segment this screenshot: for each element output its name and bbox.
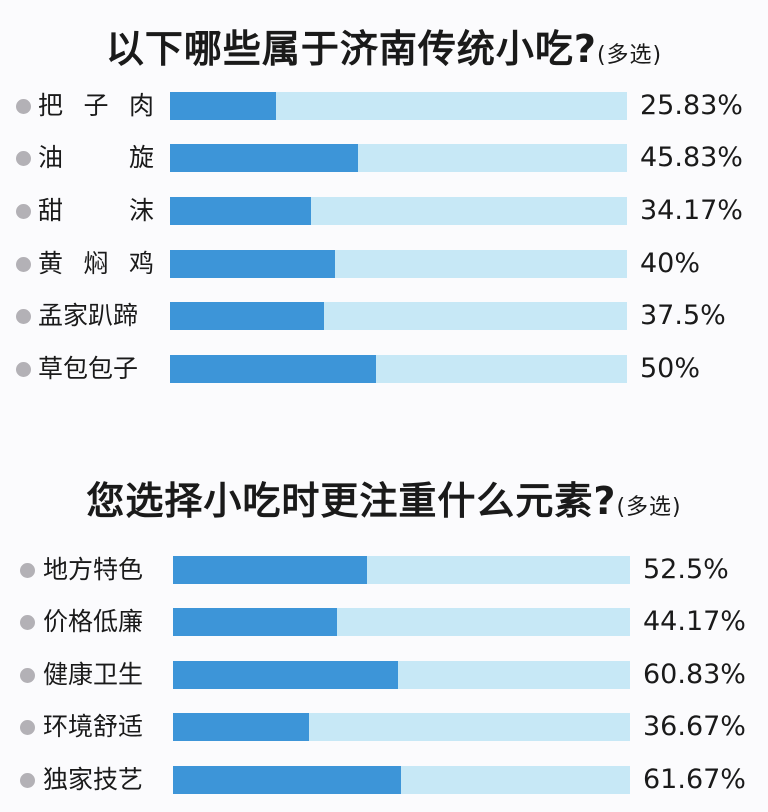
bar-track [170, 92, 627, 120]
bar-fill [170, 144, 359, 172]
bar-label: 孟家趴蹄 [38, 299, 154, 333]
bar-row: 草包包子 50% [0, 352, 768, 386]
bullet-dot-icon [16, 204, 31, 219]
bullet-dot-icon [20, 773, 35, 788]
bullet-dot-icon [16, 151, 31, 166]
bar-label-part: 肉 [128, 91, 154, 120]
bar-row: 独家技艺 61.67% [0, 763, 768, 797]
bar-label-part: 草包包子 [38, 354, 139, 383]
bar-label-text: 环境舒适 [43, 712, 144, 741]
bar-label-part: 甜 [38, 196, 64, 225]
bar-fill [173, 608, 337, 636]
bar-value: 37.5% [640, 300, 726, 331]
bar-label: 甜沫 [38, 194, 154, 228]
bar-label: 环境舒适 [43, 710, 159, 744]
bar-row: 黄焖鸡 40% [0, 247, 768, 281]
bar-value: 50% [640, 353, 701, 384]
bar-value: 52.5% [643, 554, 729, 585]
bar-value: 61.67% [643, 764, 746, 795]
bar-track [173, 713, 630, 741]
bullet-dot-icon [20, 615, 35, 630]
bar-track [173, 766, 630, 794]
bar-row: 甜沫 34.17% [0, 194, 768, 228]
bar-label-part: 黄 [38, 249, 64, 278]
bar-track [170, 355, 627, 383]
bar-label: 价格低廉 [43, 605, 159, 639]
bar-track [173, 661, 630, 689]
bar-label-part: 油 [38, 143, 64, 172]
bar-fill [170, 250, 335, 278]
bar-row: 孟家趴蹄 37.5% [0, 299, 768, 333]
bar-row: 把子肉 25.83% [0, 89, 768, 123]
chart-title-1-subtitle: (多选) [596, 43, 663, 68]
bar-label: 草包包子 [38, 352, 154, 386]
bar-row: 价格低廉 44.17% [0, 605, 768, 639]
bar-label-part: 焖 [83, 249, 109, 278]
bar-track [173, 608, 630, 636]
bar-value: 25.83% [640, 90, 743, 121]
bar-label-part: 沫 [128, 196, 154, 225]
bar-track [170, 144, 627, 172]
bar-track [173, 556, 630, 584]
chart-title-1: 以下哪些属于济南传统小吃?(多选) [0, 18, 768, 73]
bar-label: 把子肉 [38, 89, 154, 123]
bar-fill [170, 197, 311, 225]
bullet-dot-icon [16, 309, 31, 324]
bar-row: 健康卫生 60.83% [0, 658, 768, 692]
bar-label-text: 独家技艺 [43, 765, 144, 794]
bar-label-text: 价格低廉 [43, 607, 144, 636]
bar-label: 健康卫生 [43, 658, 159, 692]
bar-fill [173, 766, 402, 794]
bar-label-part: 把 [38, 91, 64, 120]
bullet-dot-icon [16, 257, 31, 272]
bar-value: 36.67% [643, 711, 746, 742]
chart-title-2-subtitle: (多选) [616, 495, 682, 520]
bar-value: 40% [640, 248, 701, 279]
bullet-dot-icon [16, 99, 31, 114]
bar-label: 独家技艺 [43, 763, 159, 797]
bar-label: 黄焖鸡 [38, 247, 154, 281]
bar-label-part: 孟家趴蹄 [38, 301, 139, 330]
bar-label: 地方特色 [43, 553, 159, 587]
bullet-dot-icon [20, 720, 35, 735]
bullet-dot-icon [20, 563, 35, 578]
bar-label-text: 健康卫生 [43, 660, 144, 689]
bar-label-text: 地方特色 [43, 555, 144, 584]
chart-title-1-text: 以下哪些属于济南传统小吃? [105, 27, 597, 71]
bar-row: 油旋 45.83% [0, 141, 768, 175]
bullet-dot-icon [20, 668, 35, 683]
bar-value: 45.83% [640, 142, 743, 173]
bar-fill [173, 661, 399, 689]
bar-label-part: 旋 [128, 143, 154, 172]
bar-label-part: 子 [83, 91, 109, 120]
bar-fill [170, 355, 376, 383]
bar-row: 地方特色 52.5% [0, 553, 768, 587]
chart-title-2: 您选择小吃时更注重什么元素?(多选) [0, 470, 768, 525]
chart-title-2-text: 您选择小吃时更注重什么元素? [86, 479, 617, 523]
bar-value: 60.83% [643, 659, 746, 690]
bar-label-part: 鸡 [128, 249, 154, 278]
bar-fill [173, 556, 368, 584]
bar-value: 44.17% [643, 606, 746, 637]
bar-fill [173, 713, 309, 741]
bar-row: 环境舒适 36.67% [0, 710, 768, 744]
bar-label: 油旋 [38, 141, 154, 175]
bar-track [170, 197, 627, 225]
bar-fill [170, 302, 325, 330]
bar-track [170, 302, 627, 330]
bullet-dot-icon [16, 362, 31, 377]
bar-fill [170, 92, 277, 120]
bar-track [170, 250, 627, 278]
bar-value: 34.17% [640, 195, 743, 226]
